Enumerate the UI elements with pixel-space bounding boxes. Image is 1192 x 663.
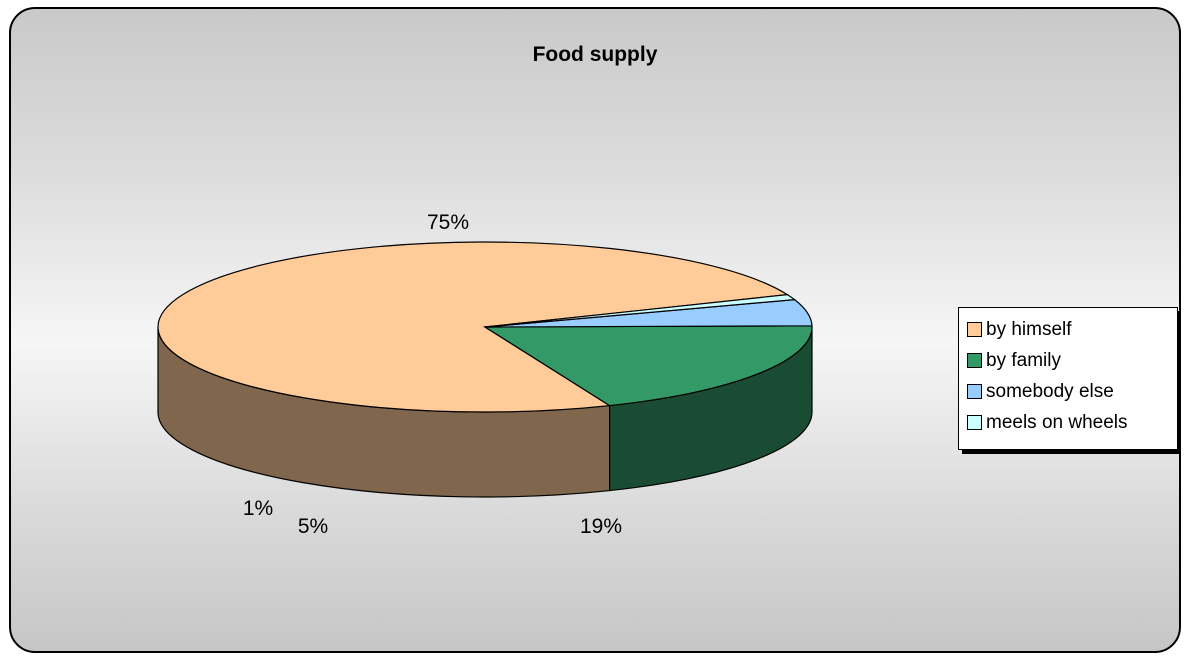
- legend-swatch: [967, 384, 982, 399]
- data-label-3: 1%: [243, 497, 273, 520]
- legend-label: somebody else: [986, 380, 1114, 402]
- legend-label: by himself: [986, 318, 1072, 340]
- legend-swatch: [967, 415, 982, 430]
- legend-item-meels-on-wheels: meels on wheels: [967, 407, 1177, 438]
- pie-slice-1: [482, 325, 813, 407]
- pie-chart: 75% 19% 5% 1%: [157, 211, 813, 538]
- legend-label: meels on wheels: [986, 411, 1128, 433]
- legend-item-by-himself: by himself: [967, 314, 1177, 345]
- legend-item-somebody-else: somebody else: [967, 376, 1177, 407]
- legend-swatch: [967, 322, 982, 337]
- chart-title: Food supply: [532, 43, 658, 66]
- chart-area: Food supply 75% 19% 5% 1% by himself by fam…: [9, 7, 1181, 653]
- legend-item-by-family: by family: [967, 345, 1177, 376]
- data-label-0: 75%: [427, 211, 469, 234]
- pie-slice-0: [157, 241, 790, 413]
- data-label-1: 19%: [580, 515, 622, 538]
- legend: by himself by family somebody else meels…: [958, 307, 1178, 450]
- legend-swatch: [967, 353, 982, 368]
- legend-label: by family: [986, 349, 1061, 371]
- data-label-2: 5%: [298, 515, 328, 538]
- pie-slice-3: [484, 293, 797, 328]
